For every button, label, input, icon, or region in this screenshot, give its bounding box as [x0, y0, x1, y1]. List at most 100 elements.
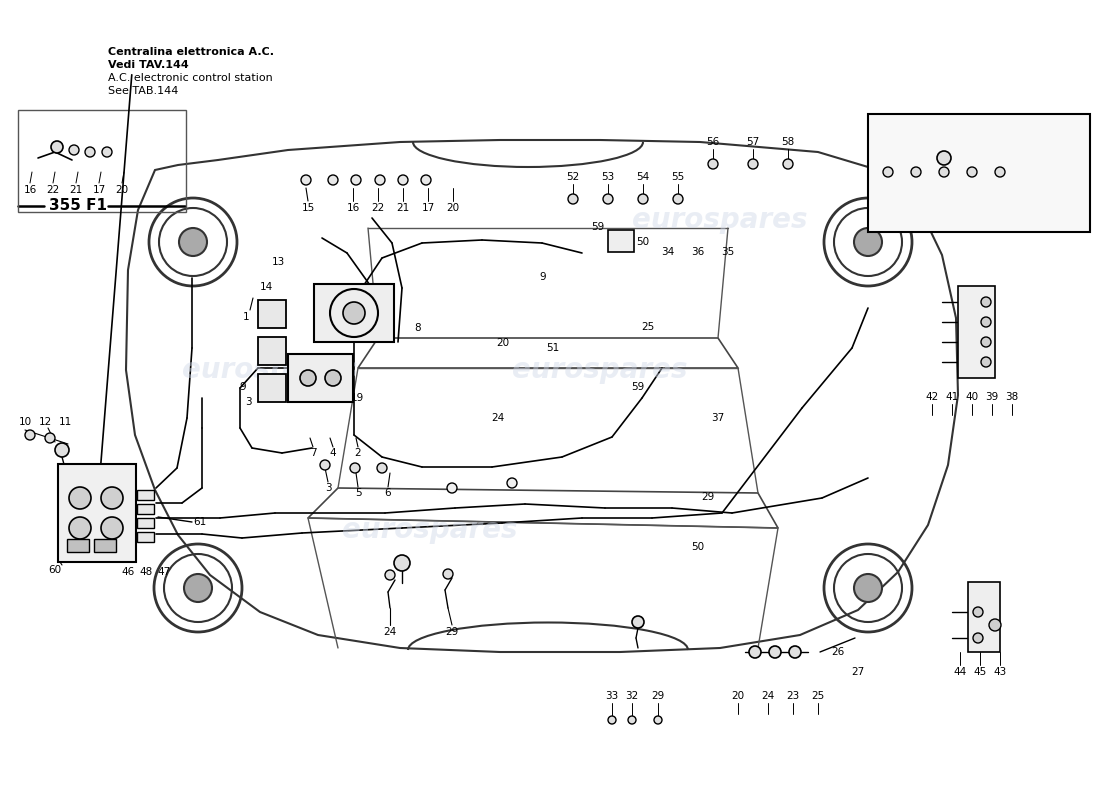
Circle shape — [769, 646, 781, 658]
Text: 8: 8 — [415, 323, 421, 333]
Bar — [138, 532, 154, 542]
Text: 29: 29 — [651, 691, 664, 701]
Circle shape — [447, 483, 456, 493]
Text: 29: 29 — [702, 492, 715, 502]
Text: 32: 32 — [626, 691, 639, 701]
Circle shape — [184, 574, 212, 602]
Circle shape — [981, 357, 991, 367]
Text: 28: 28 — [966, 188, 979, 198]
Text: 2: 2 — [354, 448, 361, 458]
Circle shape — [939, 167, 949, 177]
Circle shape — [937, 151, 952, 165]
Circle shape — [883, 167, 893, 177]
Text: 19: 19 — [351, 393, 364, 403]
Circle shape — [85, 147, 95, 157]
Text: 26: 26 — [832, 647, 845, 657]
Text: 56: 56 — [706, 137, 719, 147]
Circle shape — [628, 716, 636, 724]
Text: 48: 48 — [140, 567, 153, 577]
Text: 59: 59 — [631, 382, 645, 392]
Text: 3: 3 — [324, 483, 331, 493]
Text: 29: 29 — [446, 627, 459, 637]
Text: 43: 43 — [993, 667, 1007, 677]
Text: 54: 54 — [637, 172, 650, 182]
Circle shape — [749, 646, 761, 658]
Text: 31: 31 — [910, 188, 923, 198]
Text: 18: 18 — [327, 393, 340, 403]
Circle shape — [996, 167, 1005, 177]
Text: 57: 57 — [922, 213, 935, 223]
Circle shape — [854, 574, 882, 602]
Text: 37: 37 — [712, 413, 725, 423]
Text: 10: 10 — [19, 417, 32, 427]
Text: 24: 24 — [492, 413, 505, 423]
Circle shape — [603, 194, 613, 204]
Text: 35: 35 — [722, 247, 735, 257]
Text: A.C. electronic control station: A.C. electronic control station — [108, 73, 273, 83]
Text: 30: 30 — [937, 188, 950, 198]
Circle shape — [350, 463, 360, 473]
Text: 14: 14 — [260, 282, 273, 292]
Circle shape — [51, 141, 63, 153]
Text: 42: 42 — [925, 392, 938, 402]
Text: 50: 50 — [692, 542, 705, 552]
Circle shape — [854, 228, 882, 256]
Circle shape — [179, 228, 207, 256]
Bar — [288, 354, 353, 402]
Text: 39: 39 — [986, 392, 999, 402]
Circle shape — [568, 194, 578, 204]
Text: 24: 24 — [881, 188, 894, 198]
Text: 40: 40 — [966, 392, 979, 402]
Text: eurospares: eurospares — [632, 206, 807, 234]
Circle shape — [101, 487, 123, 509]
Text: 7: 7 — [310, 448, 317, 458]
Text: 29: 29 — [993, 188, 1007, 198]
Circle shape — [394, 555, 410, 571]
Bar — [958, 286, 996, 378]
Text: 58: 58 — [781, 137, 794, 147]
Text: 1: 1 — [243, 312, 250, 322]
Text: 2: 2 — [310, 393, 317, 403]
Circle shape — [102, 147, 112, 157]
Circle shape — [101, 517, 123, 539]
Text: Centralina elettronica A.C.: Centralina elettronica A.C. — [108, 47, 274, 57]
Text: 47: 47 — [157, 567, 170, 577]
Text: 5: 5 — [354, 488, 361, 498]
Text: 4: 4 — [330, 448, 337, 458]
Bar — [258, 374, 286, 402]
Text: 57: 57 — [747, 137, 760, 147]
Text: 17: 17 — [421, 203, 434, 213]
Text: See TAB.144: See TAB.144 — [108, 86, 178, 96]
Text: 16: 16 — [346, 203, 360, 213]
Text: 55: 55 — [671, 172, 684, 182]
Text: 9: 9 — [540, 272, 547, 282]
Text: 17: 17 — [92, 185, 106, 195]
Text: 6: 6 — [385, 488, 392, 498]
Circle shape — [343, 302, 365, 324]
Circle shape — [375, 175, 385, 185]
Bar — [138, 490, 154, 500]
Text: Vedi TAV.144: Vedi TAV.144 — [108, 60, 189, 70]
Text: eurospares: eurospares — [342, 516, 518, 544]
Circle shape — [320, 460, 330, 470]
Bar — [94, 539, 115, 552]
Bar — [314, 284, 394, 342]
Circle shape — [989, 619, 1001, 631]
Bar — [58, 464, 136, 562]
Text: 33: 33 — [605, 691, 618, 701]
Text: 44: 44 — [954, 667, 967, 677]
Text: 20: 20 — [447, 203, 460, 213]
Text: 45: 45 — [974, 667, 987, 677]
Text: Vale fino vett. Ass. Nr. 30256: Vale fino vett. Ass. Nr. 30256 — [893, 132, 1065, 142]
Circle shape — [398, 175, 408, 185]
Circle shape — [967, 167, 977, 177]
Circle shape — [974, 633, 983, 643]
Circle shape — [25, 430, 35, 440]
Text: 20: 20 — [732, 691, 745, 701]
Text: 20: 20 — [116, 185, 129, 195]
Text: 355 F1: 355 F1 — [50, 198, 107, 214]
Text: 59: 59 — [592, 222, 605, 232]
Circle shape — [301, 175, 311, 185]
Circle shape — [708, 159, 718, 169]
Text: 41: 41 — [945, 392, 958, 402]
